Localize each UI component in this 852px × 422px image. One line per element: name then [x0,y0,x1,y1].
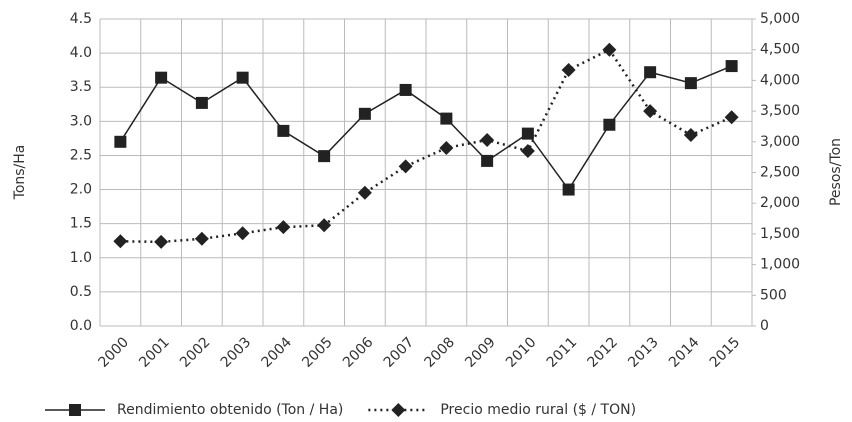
x-tick-label: 2013 [625,334,662,371]
legend-marker [69,404,81,416]
y-tick-label: 0.0 [70,318,92,334]
x-tick-label: 2006 [340,334,377,371]
y2-axis-label: Pesos/Ton [828,138,844,206]
x-tick-label: 2012 [585,334,622,371]
marker [318,150,331,163]
marker [683,128,698,143]
legend-marker [391,403,406,417]
y2-tick-label: 2,000 [760,195,800,211]
y-tick-label: 0.5 [70,284,92,300]
legend-label: Rendimiento obtenido (Ton / Ha) [117,402,343,418]
marker [357,185,372,200]
marker [276,220,291,235]
marker [398,159,413,174]
marker [724,110,739,125]
x-tick-label: 2007 [381,334,418,371]
marker [520,144,535,159]
marker [603,118,616,131]
marker [358,107,371,120]
x-tick-label: 2015 [707,334,744,371]
x-tick-label: 2005 [299,334,336,371]
y-tick-label: 2.5 [70,147,92,163]
marker [113,234,128,249]
marker [480,132,495,147]
y2-tick-label: 2,500 [760,165,800,181]
marker [643,104,658,119]
marker [155,71,168,84]
y-tick-label: 2.0 [70,182,92,198]
y-tick-label: 1.5 [70,216,92,232]
y-tick-label: 3.0 [70,113,92,129]
marker [194,231,209,246]
y2-tick-label: 1,000 [760,257,800,273]
marker [644,66,657,79]
x-tick-label: 2014 [666,334,703,371]
y2-tick-label: 3,500 [760,103,800,119]
x-tick-label: 2004 [259,334,296,371]
marker [440,112,453,125]
marker [481,154,494,167]
x-tick-label: 2008 [422,334,459,371]
marker [561,62,576,77]
marker [114,135,127,148]
series-line [120,48,733,244]
x-tick-label: 2002 [177,334,214,371]
x-tick-label: 2003 [218,334,255,371]
y-tick-label: 1.0 [70,250,92,266]
marker [235,226,250,241]
marker [154,234,169,249]
y2-tick-label: 3,000 [760,134,800,150]
y2-tick-label: 5,000 [760,11,800,27]
marker [562,183,575,196]
marker [602,42,617,57]
marker [684,77,697,90]
marker [725,60,738,73]
y2-tick-label: 500 [760,287,787,303]
x-tick-label: 2009 [462,334,499,371]
marker [439,140,454,155]
x-tick-label: 2010 [503,334,540,371]
x-tick-label: 2001 [136,334,173,371]
y2-tick-label: 4,500 [760,42,800,58]
marker [521,127,534,140]
legend-label: Precio medio rural ($ / TON) [440,402,636,418]
y-tick-label: 3.5 [70,79,92,95]
y2-tick-label: 4,000 [760,72,800,88]
x-tick-label: 2011 [544,334,581,371]
y-axis-label: Tons/Ha [12,145,28,201]
marker [236,71,249,84]
series-line [119,65,732,191]
y-tick-label: 4.0 [70,45,92,61]
y2-tick-label: 0 [760,318,769,334]
marker [277,124,290,137]
marker [317,218,332,233]
x-tick-label: 2000 [96,334,133,371]
y2-tick-label: 1,500 [760,226,800,242]
y-tick-label: 4.5 [70,11,92,27]
marker [399,83,412,96]
marker [195,96,208,109]
